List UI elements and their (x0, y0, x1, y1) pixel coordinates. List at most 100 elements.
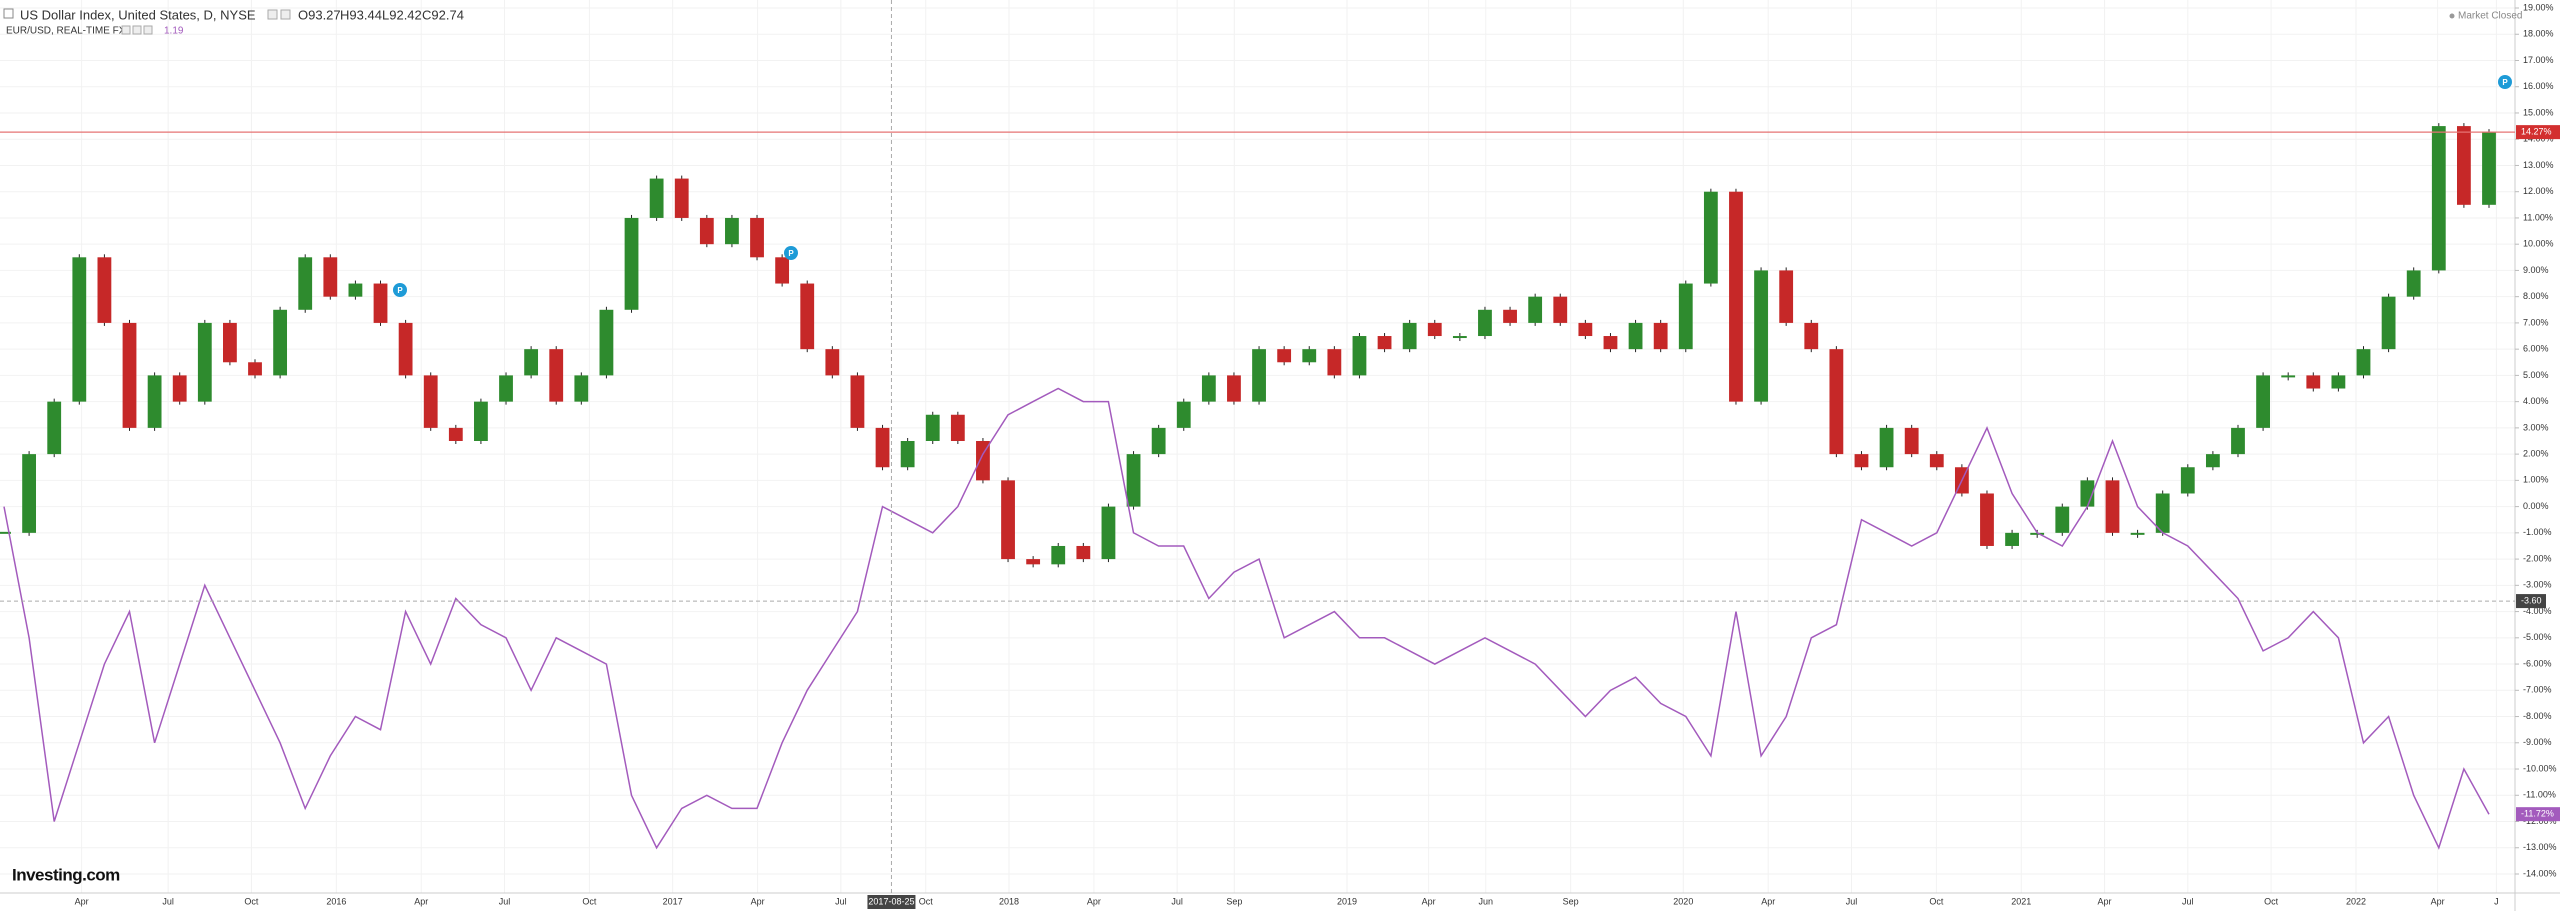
y-tick-label: 16.00% (2523, 81, 2554, 91)
candle (172, 375, 187, 402)
candle (499, 375, 513, 402)
candle (2331, 375, 2346, 389)
candle (2381, 296, 2396, 350)
y-tick-label: -2.00% (2523, 553, 2552, 563)
y-tick-label: -1.00% (2523, 527, 2552, 537)
y-tick-label: -14.00% (2523, 868, 2557, 878)
candle (1929, 454, 1944, 468)
candle (725, 217, 739, 245)
event-marker (2498, 75, 2512, 89)
crosshair-x-label: 2017-08-25 (868, 896, 914, 906)
candle (1553, 296, 1568, 323)
candle (800, 283, 815, 350)
candle (1277, 349, 1292, 363)
brand: Investing.com (12, 865, 120, 884)
eur-icon[interactable] (132, 25, 142, 35)
candle (1628, 322, 1643, 350)
event-marker-label: P (397, 286, 403, 295)
price-tag-label: 14.27% (2521, 127, 2552, 137)
y-tick-label: 7.00% (2523, 317, 2549, 327)
candle (1503, 309, 1517, 323)
candle (2205, 454, 2220, 468)
x-tick-label: Jul (1171, 896, 1183, 906)
y-tick-label: 11.00% (2523, 212, 2553, 222)
candle (2356, 349, 2371, 376)
candle (775, 257, 790, 284)
y-tick-label: -13.00% (2523, 842, 2557, 852)
event-marker (784, 246, 798, 260)
candle (1051, 545, 1066, 565)
candle (1678, 283, 1693, 350)
candle (2155, 493, 2170, 533)
candle (2256, 375, 2270, 428)
candle (925, 414, 940, 441)
candle (448, 427, 463, 441)
x-tick-label: 2017 (663, 896, 683, 906)
candle (1653, 322, 1668, 350)
candle (1252, 349, 1266, 402)
candle (2030, 532, 2045, 535)
candle (474, 401, 488, 441)
candle (248, 362, 262, 376)
y-tick-label: 19.00% (2523, 2, 2554, 12)
y-tick-label: -10.00% (2523, 763, 2557, 773)
market-status: Market Closed (2458, 11, 2522, 22)
eur-title: EUR/USD, REAL-TIME FX (6, 26, 126, 37)
y-tick-label: 4.00% (2523, 396, 2549, 406)
plot-area (0, 123, 2496, 850)
candle (2406, 270, 2421, 297)
candle (1076, 545, 1091, 560)
y-tick-label: 9.00% (2523, 265, 2549, 275)
candle (1377, 336, 1392, 350)
eur-icon[interactable] (121, 25, 131, 35)
candle (875, 427, 890, 468)
settings-icon[interactable] (267, 9, 278, 20)
candle (649, 178, 664, 218)
y-tick-label: -4.00% (2523, 606, 2552, 616)
close-icon[interactable] (280, 9, 291, 20)
candle (398, 322, 413, 376)
collapse-icon[interactable] (3, 8, 14, 19)
candle (323, 257, 338, 297)
candle (1302, 349, 1317, 363)
crosshair-y-label: -3.60 (2521, 595, 2542, 605)
candle (298, 257, 313, 310)
x-tick-label: 2016 (326, 896, 346, 906)
x-tick-label: Oct (582, 896, 597, 906)
candle (1729, 191, 1743, 402)
x-tick-label: Jul (2182, 896, 2194, 906)
y-tick-label: -3.00% (2523, 580, 2552, 590)
event-marker-label: P (788, 249, 794, 258)
y-tick-label: 15.00% (2523, 107, 2554, 117)
x-tick-label: Apr (1422, 896, 1436, 906)
event-marker-label: P (2502, 78, 2508, 87)
y-tick-label: 12.00% (2523, 186, 2554, 196)
candle (1352, 336, 1367, 376)
candle (2180, 467, 2195, 494)
x-tick-label: Oct (1929, 896, 1944, 906)
candle (423, 375, 438, 428)
x-tick-label: Oct (244, 896, 259, 906)
x-tick-label: 2021 (2011, 896, 2031, 906)
x-tick-label: 2018 (999, 896, 1019, 906)
x-tick-label: Jul (1846, 896, 1858, 906)
candle (2281, 375, 2296, 378)
candle (1151, 427, 1166, 455)
candle (2306, 375, 2321, 389)
candle (599, 309, 614, 376)
candle (348, 283, 363, 297)
candle (2431, 126, 2446, 271)
candle (1026, 559, 1041, 565)
x-tick-label: Apr (1761, 896, 1775, 906)
x-tick-label: Apr (2431, 896, 2445, 906)
eur-icon[interactable] (143, 25, 153, 35)
candle (373, 283, 388, 323)
event-marker (393, 283, 407, 297)
candle (1176, 401, 1191, 428)
candle (2055, 506, 2070, 533)
candle (900, 441, 915, 468)
x-tick-label: Sep (1226, 896, 1242, 906)
candle (1452, 336, 1467, 339)
candle (1829, 349, 1844, 455)
x-tick-label: Apr (414, 896, 428, 906)
